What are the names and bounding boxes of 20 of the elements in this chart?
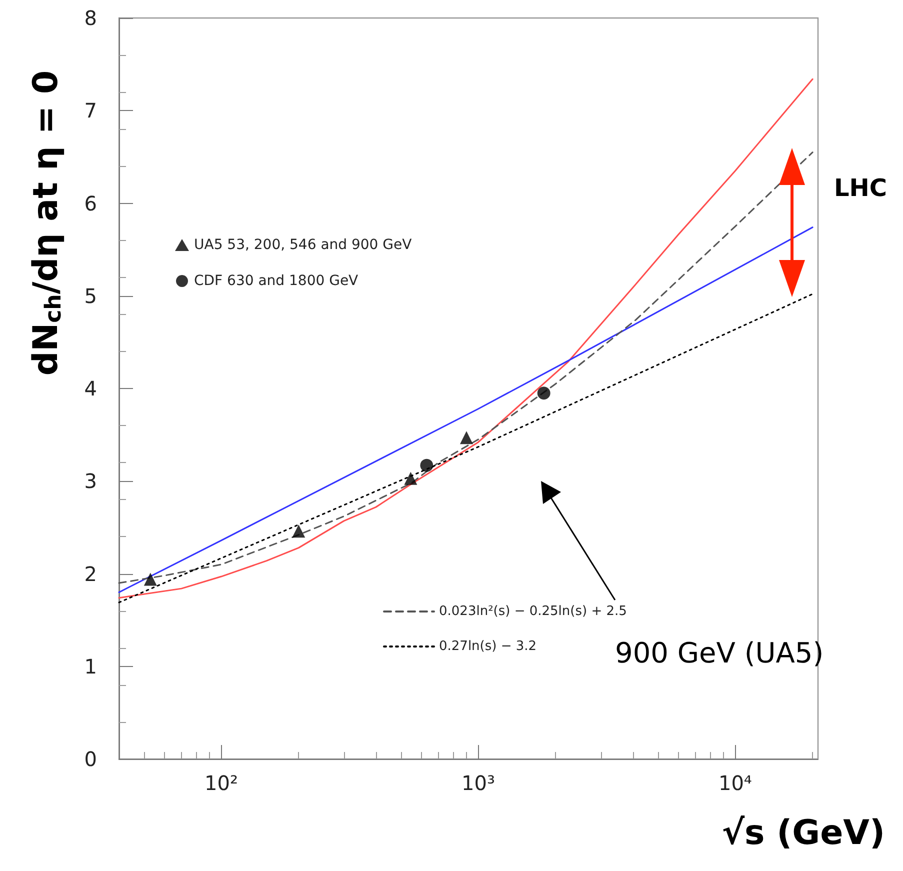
y-tick-label: 6 — [84, 191, 97, 216]
legend-label: 0.27ln(s) − 3.2 — [439, 639, 537, 654]
x-axis-title: √s (GeV) — [722, 813, 885, 853]
text: LHC — [834, 174, 887, 202]
y-tick-label: 2 — [84, 562, 97, 586]
x-tick-label: 10⁴ — [718, 771, 752, 795]
legend-label: UA5 53, 200, 546 and 900 GeV — [194, 237, 412, 253]
y-tick-label: 1 — [84, 654, 97, 678]
x-tick-label: 10² — [204, 771, 238, 795]
y-axis-title: dNch/dη at η = 0 — [26, 70, 66, 376]
y-tick-label: 4 — [84, 376, 97, 400]
y-tick-label: 0 — [84, 747, 97, 771]
annotation: 900 GeV (UA5) — [615, 636, 824, 670]
x-tick-label: 10³ — [461, 771, 495, 795]
y-tick-label: 8 — [84, 6, 97, 30]
legend-label: CDF 630 and 1800 GeV — [194, 273, 359, 289]
y-tick-label: 7 — [84, 98, 97, 123]
legend-label: 0.023ln²(s) − 0.25ln(s) + 2.5 — [439, 604, 627, 619]
y-tick-label: 3 — [84, 469, 97, 494]
y-tick-label: 5 — [84, 284, 97, 308]
